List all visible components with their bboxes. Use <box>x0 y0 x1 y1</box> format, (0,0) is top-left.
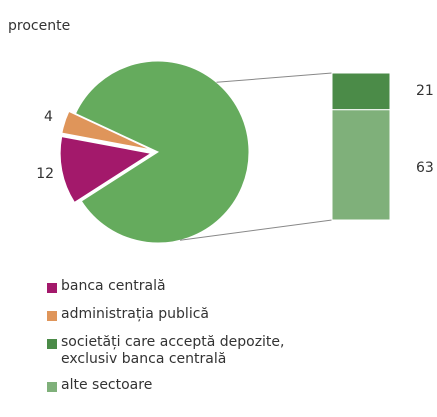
connector <box>216 72 333 83</box>
pie-slice <box>74 60 250 244</box>
subtitle: procente <box>8 18 70 34</box>
slice-label: 12 <box>36 166 54 182</box>
legend-swatch <box>47 283 57 293</box>
legend-label: alte sectoare <box>61 377 153 393</box>
bar-segment <box>331 109 391 221</box>
legend-item: banca centrală <box>47 278 391 295</box>
legend-swatch <box>47 311 57 321</box>
bar-segment <box>331 72 391 111</box>
legend-item: alte sectoare <box>47 377 391 394</box>
legend: banca centrală administrația publică socie… <box>47 278 377 405</box>
segment-label: 21 <box>416 83 434 99</box>
connector <box>179 219 333 241</box>
legend-label: administrația publică <box>61 306 209 322</box>
chart: procente 4 12 21 63 <box>8 18 434 244</box>
legend-label: societăți care acceptă depozite, exclusi… <box>61 334 285 367</box>
slice-label: 4 <box>44 109 53 125</box>
segment-label: 63 <box>416 160 434 176</box>
pie-slice <box>59 136 153 204</box>
legend-label: banca centrală <box>61 278 166 294</box>
pie-slice <box>61 110 152 151</box>
legend-item: administrația publică <box>47 306 391 323</box>
legend-item: societăți care acceptă depozite, exclusi… <box>47 334 291 368</box>
legend-swatch <box>47 339 57 349</box>
legend-swatch <box>47 382 57 392</box>
